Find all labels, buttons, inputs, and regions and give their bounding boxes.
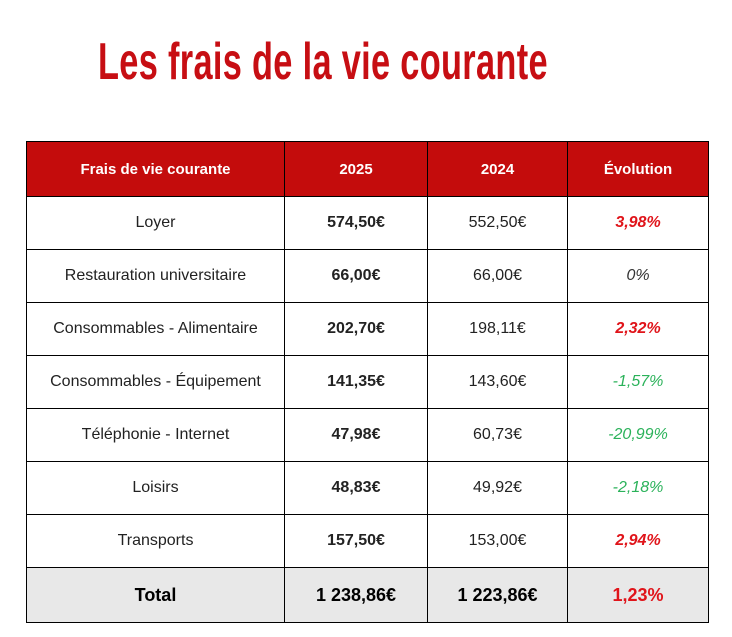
row-label: Consommables - Équipement (26, 355, 285, 409)
total-evolution: 1,23% (567, 567, 709, 623)
table-row: Loyer 574,50€ 552,50€ 3,98% (26, 196, 709, 250)
header-2024: 2024 (427, 141, 568, 197)
header-evolution: Évolution (567, 141, 709, 197)
row-label: Téléphonie - Internet (26, 408, 285, 462)
value-2025: 48,83€ (284, 461, 428, 515)
evolution-value: -1,57% (567, 355, 709, 409)
row-label: Loyer (26, 196, 285, 250)
value-2024: 60,73€ (427, 408, 568, 462)
value-2025: 47,98€ (284, 408, 428, 462)
value-2024: 153,00€ (427, 514, 568, 568)
value-2025: 141,35€ (284, 355, 428, 409)
header-2025: 2025 (284, 141, 428, 197)
page-title: Les frais de la vie courante (98, 33, 548, 91)
evolution-value: 2,32% (567, 302, 709, 356)
table-row: Consommables - Alimentaire 202,70€ 198,1… (26, 302, 709, 356)
row-label: Restauration universitaire (26, 249, 285, 303)
value-2024: 198,11€ (427, 302, 568, 356)
living-costs-table: Frais de vie courante 2025 2024 Évolutio… (26, 141, 709, 623)
table-row: Consommables - Équipement 141,35€ 143,60… (26, 355, 709, 409)
table-row: Loisirs 48,83€ 49,92€ -2,18% (26, 461, 709, 515)
total-2024: 1 223,86€ (427, 567, 568, 623)
value-2024: 66,00€ (427, 249, 568, 303)
value-2025: 157,50€ (284, 514, 428, 568)
evolution-value: -2,18% (567, 461, 709, 515)
row-label: Transports (26, 514, 285, 568)
value-2024: 143,60€ (427, 355, 568, 409)
table-row: Téléphonie - Internet 47,98€ 60,73€ -20,… (26, 408, 709, 462)
table-header-row: Frais de vie courante 2025 2024 Évolutio… (26, 141, 709, 197)
total-row: Total 1 238,86€ 1 223,86€ 1,23% (26, 567, 709, 623)
evolution-value: -20,99% (567, 408, 709, 462)
table-row: Transports 157,50€ 153,00€ 2,94% (26, 514, 709, 568)
value-2025: 574,50€ (284, 196, 428, 250)
table-row: Restauration universitaire 66,00€ 66,00€… (26, 249, 709, 303)
value-2025: 66,00€ (284, 249, 428, 303)
row-label: Consommables - Alimentaire (26, 302, 285, 356)
evolution-value: 2,94% (567, 514, 709, 568)
header-label: Frais de vie courante (26, 141, 285, 197)
value-2024: 49,92€ (427, 461, 568, 515)
value-2024: 552,50€ (427, 196, 568, 250)
total-2025: 1 238,86€ (284, 567, 428, 623)
row-label: Loisirs (26, 461, 285, 515)
value-2025: 202,70€ (284, 302, 428, 356)
evolution-value: 0% (567, 249, 709, 303)
total-label: Total (26, 567, 285, 623)
evolution-value: 3,98% (567, 196, 709, 250)
